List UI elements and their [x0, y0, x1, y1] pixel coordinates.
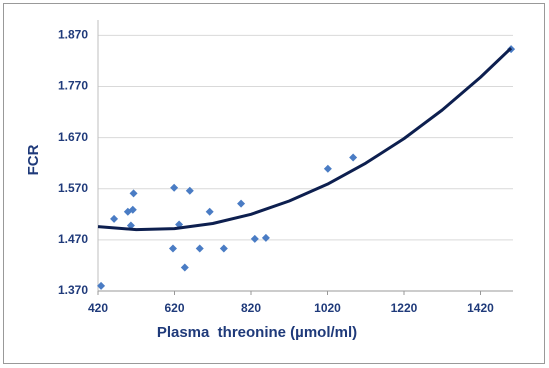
x-tick-label: 820 — [241, 301, 261, 315]
chart-border — [3, 3, 545, 364]
y-tick-label: 1.670 — [58, 130, 88, 144]
data-point — [170, 183, 179, 192]
x-axis-label: Plasma threonine (µmol/ml) — [157, 324, 357, 341]
x-tick-label: 1020 — [314, 301, 341, 315]
data-point — [168, 244, 177, 253]
data-point — [205, 207, 214, 216]
y-tick-label: 1.870 — [58, 28, 88, 42]
data-point — [237, 199, 246, 208]
data-point — [323, 164, 332, 173]
x-tick-label: 1220 — [391, 301, 418, 315]
y-tick-label: 1.470 — [58, 232, 88, 246]
data-point — [123, 207, 132, 216]
y-axis-label: FCR — [25, 144, 42, 175]
x-tick-label: 620 — [164, 301, 184, 315]
data-point — [180, 263, 189, 272]
data-point — [349, 153, 358, 162]
data-point — [195, 244, 204, 253]
data-point — [219, 244, 228, 253]
data-point — [250, 234, 259, 243]
trend-line — [97, 47, 513, 232]
y-tick-label: 1.570 — [58, 181, 88, 195]
data-point — [128, 205, 137, 214]
data-point — [97, 281, 106, 290]
x-tick-label: 420 — [88, 301, 108, 315]
y-tick-label: 1.770 — [58, 79, 88, 93]
y-tick-label: 1.370 — [58, 283, 88, 297]
x-tick-label: 1420 — [467, 301, 494, 315]
data-point — [110, 214, 119, 223]
data-point — [185, 186, 194, 195]
data-point — [129, 189, 138, 198]
data-point — [261, 233, 270, 242]
